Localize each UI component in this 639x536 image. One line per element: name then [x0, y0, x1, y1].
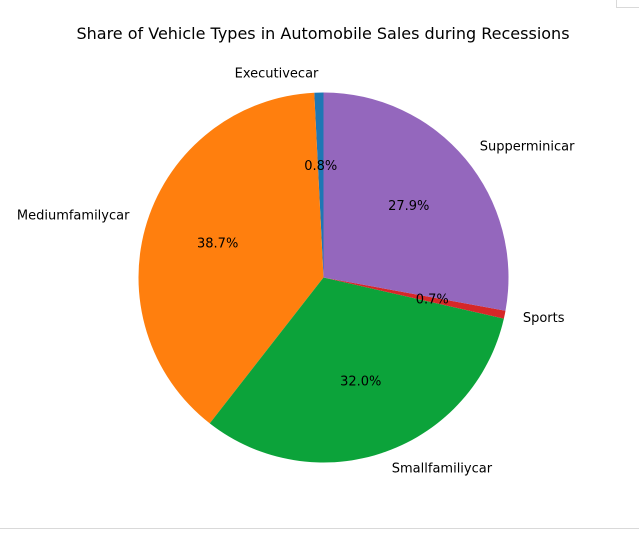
frame-edge — [0, 528, 639, 529]
pie-slice-supperminicar — [323, 92, 509, 311]
slice-label-supperminicar: Supperminicar — [480, 140, 575, 155]
slice-label-sports: Sports — [523, 311, 565, 326]
slice-pct-sports: 0.7% — [416, 292, 449, 307]
slice-pct-smallfamiliycar: 32.0% — [340, 375, 381, 390]
slice-pct-supperminicar: 27.9% — [388, 199, 429, 214]
slice-pct-mediumfamilycar: 38.7% — [197, 237, 238, 252]
slice-pct-executivecar: 0.8% — [304, 159, 337, 174]
pie-slice-smallfamiliycar — [209, 277, 504, 463]
slice-label-mediumfamilycar: Mediumfamilycar — [17, 209, 130, 224]
slice-label-executivecar: Executivecar — [235, 67, 319, 82]
pie-slice-executivecar — [314, 92, 324, 278]
slice-label-smallfamiliycar: Smallfamiliycar — [392, 462, 493, 477]
frame-edge — [616, 7, 639, 8]
pie-slice-sports — [323, 277, 506, 319]
pie-slices — [138, 92, 509, 463]
pie-labels: Executivecar 0.8% Mediumfamilycar 38.7% Smal… — [17, 67, 575, 477]
pie-slice-mediumfamilycar — [138, 92, 324, 424]
chart-title: Share of Vehicle Types in Automobile Sal… — [76, 24, 569, 43]
frame-edge — [616, 0, 617, 8]
